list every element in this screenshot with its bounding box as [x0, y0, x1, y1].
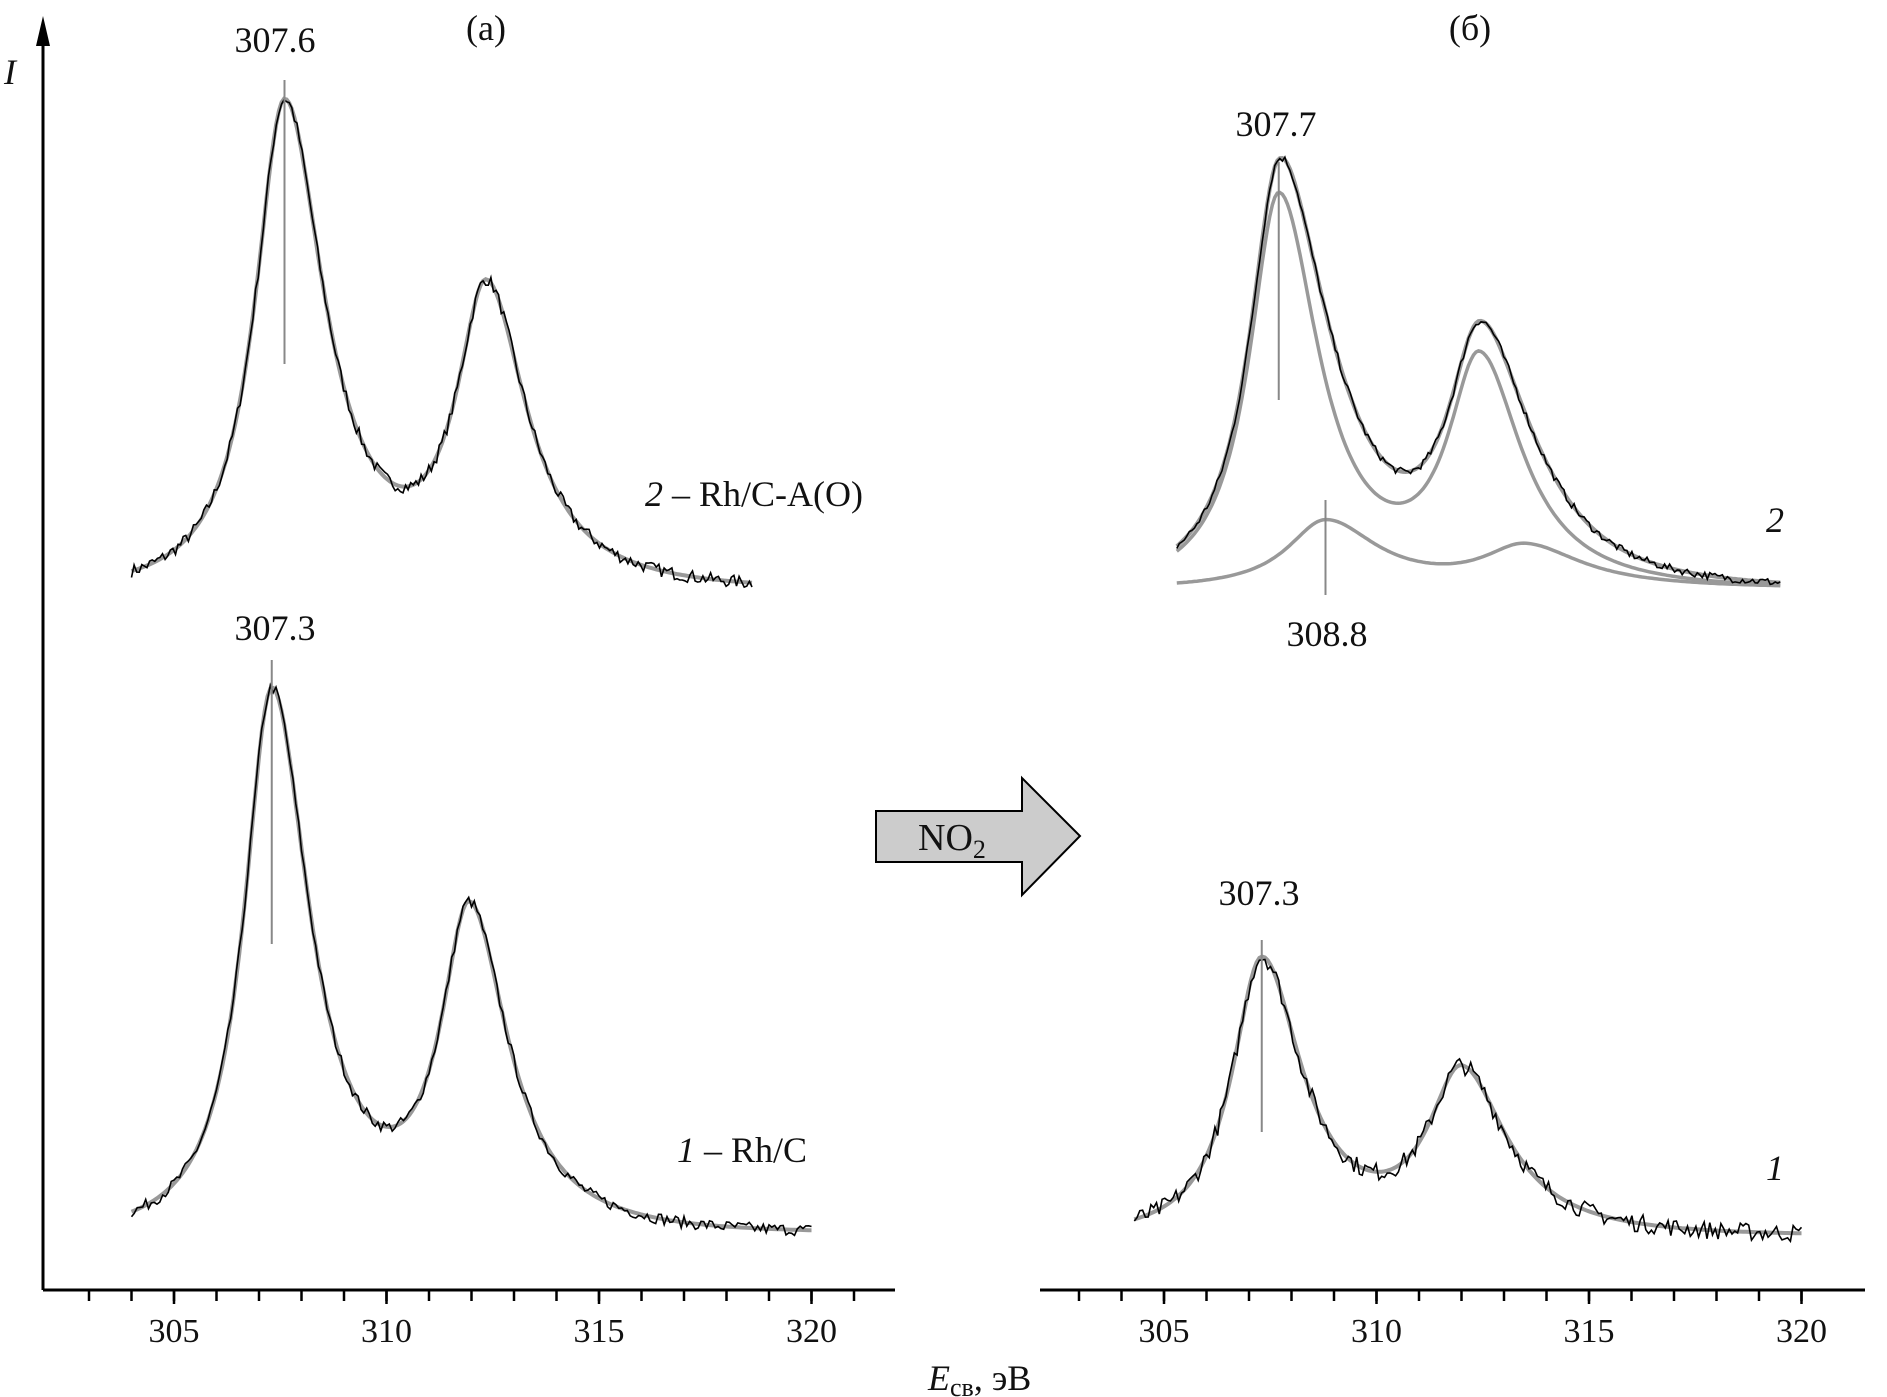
x-axis-label: Eсв, эВ [927, 1358, 1031, 1397]
b2-raw-curve [1176, 155, 1781, 586]
peak-label-a1: 307.3 [235, 608, 316, 648]
no2-arrow: NO2 [875, 775, 1082, 898]
x-axis-label-sub: св [950, 1373, 974, 1397]
panel-b-tick-label: 305 [1139, 1313, 1190, 1350]
curve-label-a1-text: – Rh/C [695, 1130, 807, 1170]
spectrum-b-2 [1175, 155, 1781, 595]
panel-b-ticks: 305 310 315 320 [1077, 1290, 1827, 1350]
peak-label-b2-second: 308.8 [1287, 614, 1368, 654]
panel-b-axes: 305 310 315 320 [1040, 1288, 1865, 1350]
panel-a-ticks: 305 310 315 320 [87, 1290, 856, 1350]
a2-raw-curve [130, 98, 753, 589]
b1-fit-curve [1133, 954, 1802, 1236]
panel-a-y-axis-arrow [36, 16, 50, 46]
curve-label-a1-num: 1 [677, 1130, 695, 1170]
curve-label-b2: 2 [1766, 500, 1784, 540]
curve-label-a1: 1 – Rh/C [677, 1130, 807, 1170]
x-axis-label-main: E [927, 1358, 950, 1397]
b2-component-1 [1175, 190, 1781, 587]
arrow-shape [875, 775, 1082, 898]
panel-b-tick-label: 315 [1564, 1313, 1615, 1350]
arrow-label-main: NO [918, 817, 973, 859]
panel-b-tick-label: 310 [1351, 1313, 1402, 1350]
arrow-label: NO2 [918, 817, 986, 864]
panel-a-tick-label: 320 [786, 1313, 837, 1350]
peak-label-b2: 307.7 [1236, 104, 1317, 144]
panel-a-axes: 305 310 315 320 [36, 16, 895, 1350]
peak-label-a2: 307.6 [235, 20, 316, 60]
curve-label-b1: 1 [1766, 1148, 1784, 1188]
panel-a-tick-label: 315 [574, 1313, 625, 1350]
arrow-label-sub: 2 [973, 835, 986, 864]
b2-component-2 [1176, 517, 1781, 588]
panel-a-tick-label: 310 [361, 1313, 412, 1350]
b1-raw-curve [1133, 958, 1803, 1244]
spectrum-a-1 [130, 660, 812, 1237]
curve-label-a2-text: – Rh/C-A(O) [663, 474, 863, 514]
peak-label-b1: 307.3 [1219, 873, 1300, 913]
panel-b-label: (б) [1449, 8, 1491, 48]
panel-b-tick-label: 320 [1776, 1313, 1827, 1350]
a1-raw-curve [130, 682, 812, 1237]
curve-label-a2: 2 – Rh/C-A(O) [645, 474, 863, 514]
spectrum-b-1 [1133, 940, 1803, 1244]
spectrum-a-2 [130, 80, 753, 589]
x-axis-label-unit: , эВ [974, 1358, 1031, 1397]
panel-a-label: (а) [466, 8, 506, 48]
y-axis-label: I [3, 52, 18, 92]
curve-label-a2-num: 2 [645, 474, 663, 514]
panel-a-tick-label: 305 [149, 1313, 200, 1350]
